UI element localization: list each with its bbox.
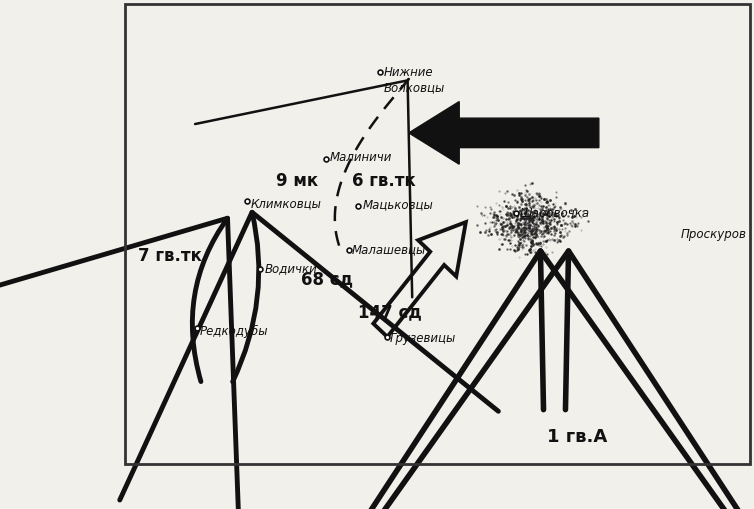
Polygon shape (373, 223, 466, 337)
Polygon shape (409, 102, 599, 165)
Text: 1 гв.А: 1 гв.А (547, 427, 607, 445)
Text: Редкодубы: Редкодубы (200, 325, 268, 337)
Text: Нижние
Волковцы: Нижние Волковцы (384, 66, 445, 94)
Text: Грузевицы: Грузевицы (390, 332, 456, 345)
Text: Водички: Водички (265, 261, 317, 274)
Text: Шаровочка: Шаровочка (520, 206, 590, 219)
Text: 9 мк: 9 мк (276, 172, 318, 189)
Text: Проскуров: Проскуров (681, 228, 747, 241)
Text: Малашевцы: Малашевцы (352, 243, 426, 256)
Text: 147 сд: 147 сд (358, 303, 422, 321)
Text: Малиничи: Малиничи (329, 151, 392, 164)
Text: 68 сд: 68 сд (301, 270, 353, 288)
Text: 6 гв.тк: 6 гв.тк (352, 172, 415, 189)
Text: Климковцы: Климковцы (250, 197, 321, 210)
Text: Мацьковцы: Мацьковцы (363, 198, 434, 211)
Text: 7 гв.тк: 7 гв.тк (139, 246, 202, 265)
